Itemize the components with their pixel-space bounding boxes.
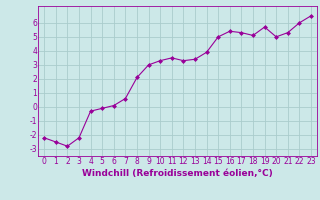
X-axis label: Windchill (Refroidissement éolien,°C): Windchill (Refroidissement éolien,°C) <box>82 169 273 178</box>
